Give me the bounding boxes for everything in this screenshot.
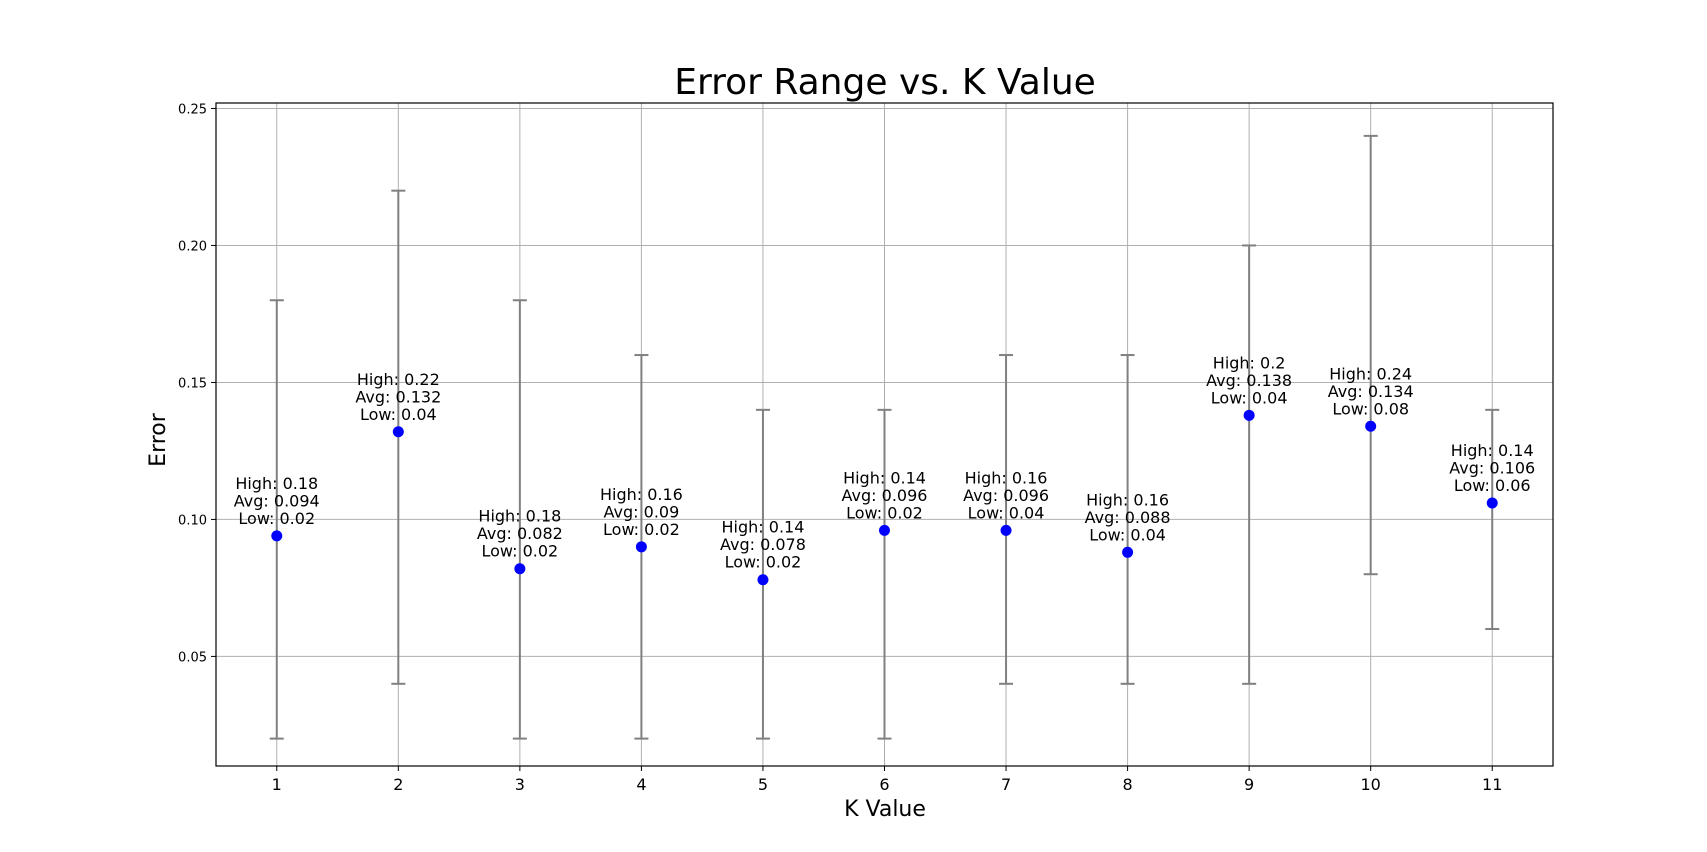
y-axis-ticks: 0.05 0.10 0.15 0.20 0.25 — [178, 102, 216, 665]
x-tick-label: 11 — [1482, 775, 1502, 794]
avg-point — [1000, 524, 1012, 536]
point-annotation-line: High: 0.16 — [600, 485, 683, 504]
y-tick-label: 0.05 — [178, 650, 207, 665]
avg-point — [635, 541, 647, 553]
chart-title: Error Range vs. K Value — [674, 62, 1096, 103]
point-annotation-line: High: 0.18 — [478, 507, 561, 526]
y-tick-label: 0.15 — [178, 376, 207, 391]
point-annotation-line: Low: 0.04 — [1089, 525, 1166, 544]
point-annotation-line: Low: 0.08 — [1332, 399, 1409, 418]
point-annotation-line: Low: 0.02 — [846, 503, 923, 522]
error-bars — [269, 134, 1500, 740]
point-annotation-line: Low: 0.04 — [1211, 388, 1288, 407]
x-tick-label: 7 — [1001, 775, 1011, 794]
avg-point — [514, 563, 526, 575]
data-points — [271, 409, 1498, 586]
point-annotation-line: Avg: 0.138 — [1206, 371, 1292, 390]
point-annotation-line: High: 0.14 — [722, 518, 805, 537]
point-annotation-line: Low: 0.02 — [481, 542, 558, 561]
x-tick-label: 3 — [515, 775, 525, 794]
point-annotation-line: Low: 0.04 — [968, 503, 1045, 522]
avg-point — [1122, 546, 1134, 558]
x-tick-label: 4 — [636, 775, 646, 794]
y-tick-label: 0.20 — [178, 239, 207, 254]
point-annotation-line: High: 0.2 — [1213, 353, 1286, 372]
avg-point — [1486, 497, 1498, 509]
x-tick-label: 6 — [879, 775, 889, 794]
x-tick-label: 9 — [1244, 775, 1254, 794]
point-annotation-line: Avg: 0.09 — [604, 502, 680, 521]
avg-point — [757, 574, 769, 586]
x-tick-label: 2 — [393, 775, 403, 794]
point-annotation-line: Avg: 0.096 — [963, 486, 1049, 505]
point-annotation-line: Low: 0.02 — [238, 509, 315, 528]
point-annotation-line: Avg: 0.078 — [720, 535, 806, 554]
avg-point — [1365, 420, 1377, 432]
point-annotation-line: Avg: 0.106 — [1449, 458, 1535, 477]
point-annotation-line: Low: 0.06 — [1454, 476, 1531, 495]
point-annotation-line: High: 0.24 — [1329, 364, 1412, 383]
x-tick-label: 1 — [272, 775, 282, 794]
avg-point — [271, 530, 283, 542]
avg-point — [879, 524, 890, 536]
point-annotation-line: High: 0.18 — [235, 474, 318, 493]
point-annotation-line: High: 0.22 — [357, 370, 440, 389]
point-annotation-line: Avg: 0.082 — [477, 524, 563, 543]
x-axis-label: K Value — [844, 797, 926, 822]
point-annotation-line: High: 0.14 — [1451, 441, 1534, 460]
x-axis-ticks: 1 2 3 4 5 6 7 8 9 10 11 — [272, 766, 1502, 794]
x-tick-label: 8 — [1122, 775, 1132, 794]
point-annotation-line: Low: 0.04 — [360, 405, 437, 424]
point-annotation-line: Avg: 0.094 — [234, 491, 320, 510]
avg-point — [1243, 409, 1255, 421]
point-annotation-line: High: 0.16 — [1086, 490, 1169, 509]
x-tick-label: 5 — [758, 775, 768, 794]
y-axis-label: Error — [146, 412, 171, 467]
point-annotation-line: High: 0.14 — [843, 468, 926, 487]
point-annotation-line: Avg: 0.132 — [355, 387, 441, 406]
point-annotation-line: Avg: 0.134 — [1328, 382, 1414, 401]
point-annotation-line: Low: 0.02 — [725, 553, 802, 572]
point-annotation-line: Avg: 0.096 — [842, 486, 928, 505]
x-tick-label: 10 — [1361, 775, 1381, 794]
y-tick-label: 0.25 — [178, 102, 207, 117]
point-annotation-line: Low: 0.02 — [603, 520, 680, 539]
point-annotation-line: High: 0.16 — [965, 468, 1048, 487]
avg-point — [392, 426, 404, 438]
point-annotation-line: Avg: 0.088 — [1085, 508, 1171, 527]
y-tick-label: 0.10 — [178, 513, 207, 528]
